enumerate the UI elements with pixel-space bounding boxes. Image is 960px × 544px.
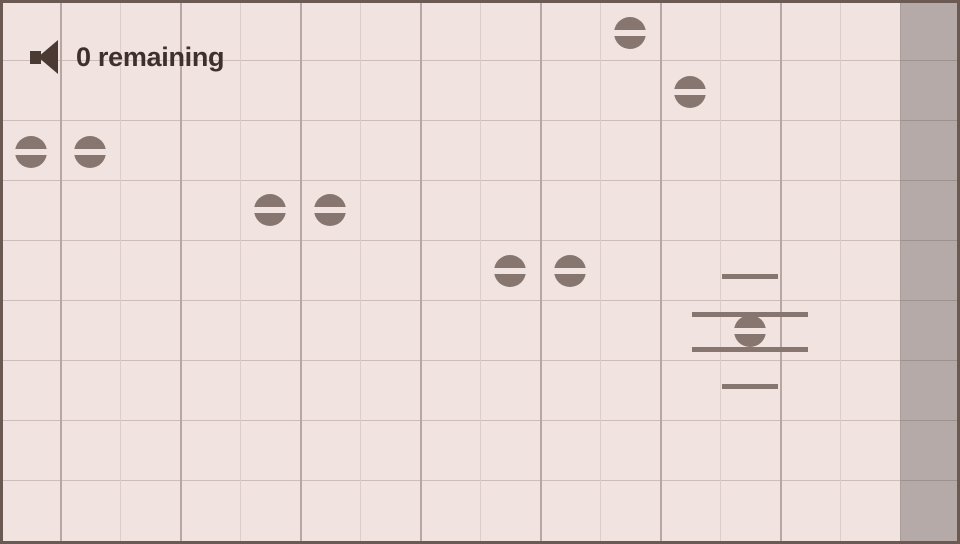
note-head[interactable] xyxy=(314,194,346,226)
staff-barline-v-5 xyxy=(300,0,302,544)
speaker-icon-cone xyxy=(38,40,58,74)
long-ledger-lower xyxy=(692,347,808,352)
staff-barline-v-7 xyxy=(420,0,422,544)
short-ledger-below xyxy=(722,384,778,389)
note-head[interactable] xyxy=(554,255,586,287)
note-head-slit xyxy=(494,268,526,274)
note-head[interactable] xyxy=(494,255,526,287)
staff-barline-v-13 xyxy=(780,0,782,544)
note-head[interactable] xyxy=(74,136,106,168)
inactive-line-h-3 xyxy=(900,240,960,241)
hud-status-bar: 0 remaining xyxy=(30,40,225,74)
note-head[interactable] xyxy=(15,136,47,168)
note-head-slit xyxy=(74,149,106,155)
speaker-icon-body xyxy=(30,51,41,64)
note-head-slit xyxy=(15,149,47,155)
note-head-slit xyxy=(674,89,706,95)
staff-line-v-10 xyxy=(600,0,601,544)
note-head-slit xyxy=(554,268,586,274)
note-head-slit xyxy=(614,30,646,36)
inactive-right-region xyxy=(900,0,960,544)
note-head[interactable] xyxy=(254,194,286,226)
long-ledger-upper xyxy=(692,312,808,317)
remaining-count-label: 0 remaining xyxy=(76,41,225,72)
note-head[interactable] xyxy=(734,315,766,347)
staff-barline-v-3 xyxy=(180,0,182,544)
inactive-left-edge xyxy=(900,0,901,544)
note-head-slit xyxy=(254,207,286,213)
inactive-line-h-6 xyxy=(900,420,960,421)
note-head-slit xyxy=(314,207,346,213)
staff-barline-v-9 xyxy=(540,0,542,544)
note-head[interactable] xyxy=(614,17,646,49)
inactive-line-h-5 xyxy=(900,360,960,361)
staff-line-v-12 xyxy=(720,0,721,544)
inactive-line-h-4 xyxy=(900,300,960,301)
staff-line-v-6 xyxy=(360,0,361,544)
inactive-line-h-0 xyxy=(900,60,960,61)
note-head-slit xyxy=(734,328,766,334)
staff-line-v-4 xyxy=(240,0,241,544)
note-head[interactable] xyxy=(674,76,706,108)
inactive-line-h-1 xyxy=(900,120,960,121)
speaker-icon[interactable] xyxy=(30,40,62,74)
staff-line-v-2 xyxy=(120,0,121,544)
staff-barline-v-11 xyxy=(660,0,662,544)
inactive-line-h-2 xyxy=(900,180,960,181)
short-ledger-above xyxy=(722,274,778,279)
staff-line-v-8 xyxy=(480,0,481,544)
staff-barline-v-1 xyxy=(60,0,62,544)
staff-line-v-14 xyxy=(840,0,841,544)
inactive-line-h-7 xyxy=(900,480,960,481)
staff-line-v-0 xyxy=(0,0,1,544)
